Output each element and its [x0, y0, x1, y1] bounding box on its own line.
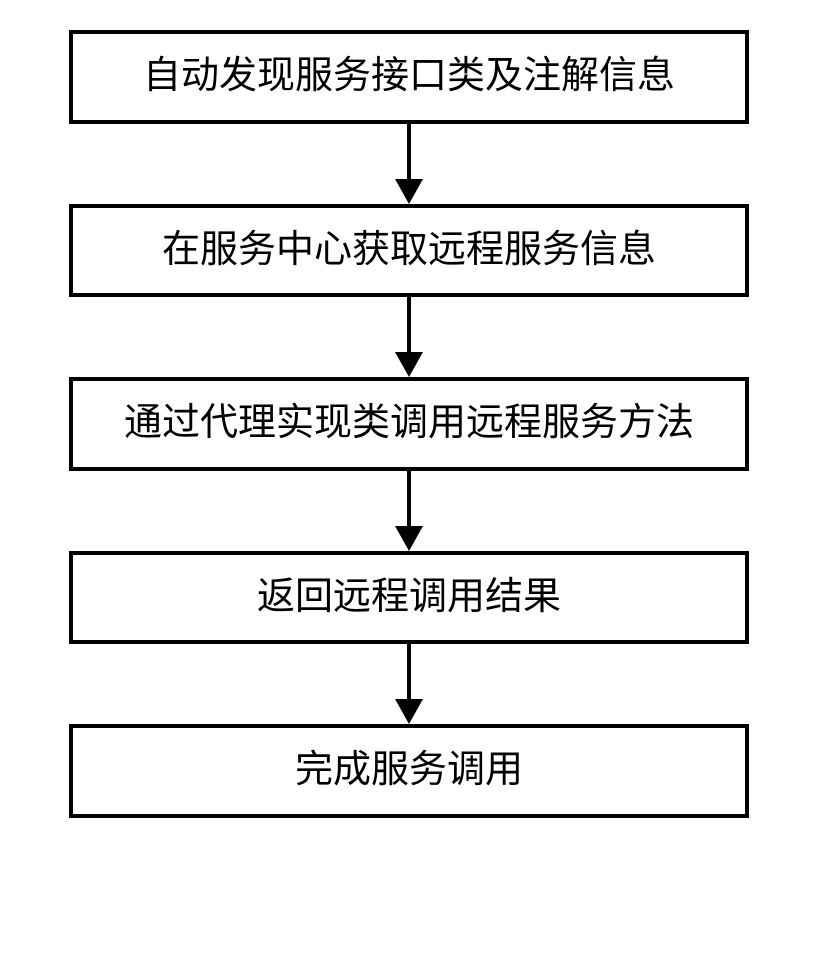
- step-label: 返回远程调用结果: [257, 575, 561, 621]
- flowchart-arrow-2: [395, 297, 423, 377]
- flowchart-step-4: 返回远程调用结果: [69, 551, 749, 645]
- arrow-line: [407, 644, 411, 699]
- arrow-head-icon: [395, 526, 423, 551]
- arrow-head-icon: [395, 352, 423, 377]
- flowchart-step-5: 完成服务调用: [69, 724, 749, 818]
- arrow-line: [407, 297, 411, 352]
- flowchart-step-2: 在服务中心获取远程服务信息: [69, 204, 749, 298]
- arrow-line: [407, 471, 411, 526]
- step-label: 在服务中心获取远程服务信息: [162, 228, 656, 274]
- flowchart-arrow-1: [395, 124, 423, 204]
- step-label: 自动发现服务接口类及注解信息: [143, 54, 675, 100]
- flowchart-container: 自动发现服务接口类及注解信息 在服务中心获取远程服务信息 通过代理实现类调用远程…: [69, 30, 749, 818]
- flowchart-arrow-4: [395, 644, 423, 724]
- flowchart-step-1: 自动发现服务接口类及注解信息: [69, 30, 749, 124]
- step-label: 完成服务调用: [295, 748, 523, 794]
- flowchart-arrow-3: [395, 471, 423, 551]
- flowchart-step-3: 通过代理实现类调用远程服务方法: [69, 377, 749, 471]
- arrow-head-icon: [395, 699, 423, 724]
- arrow-head-icon: [395, 179, 423, 204]
- arrow-line: [407, 124, 411, 179]
- step-label: 通过代理实现类调用远程服务方法: [124, 401, 694, 447]
